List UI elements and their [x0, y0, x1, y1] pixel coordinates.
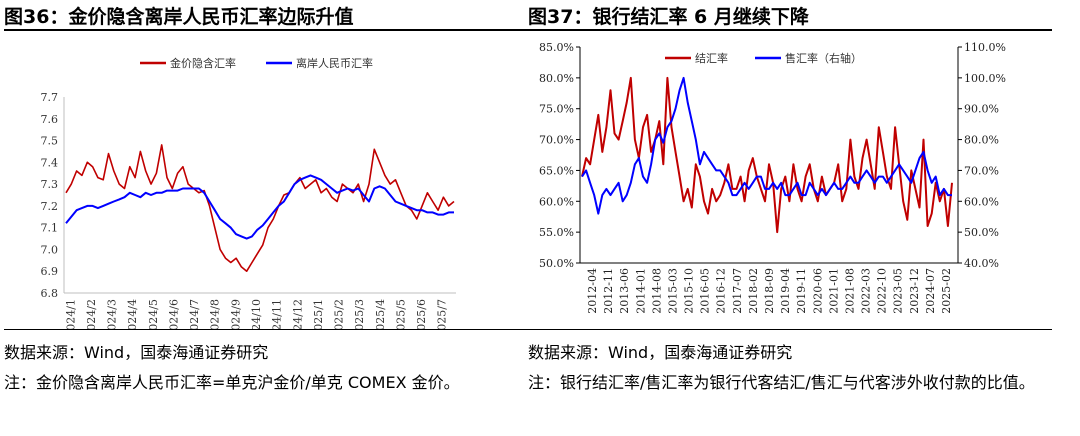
y-right-tick-label: 90.0%	[964, 103, 999, 116]
y-tick-label: 7.4	[41, 156, 59, 169]
y-tick-label: 7.6	[41, 113, 59, 126]
y-left-tick-label: 60.0%	[539, 195, 574, 208]
y-left-tick-label: 80.0%	[539, 72, 574, 85]
y-tick-label: 6.9	[41, 265, 59, 278]
x-tick-label: 2024/12	[291, 299, 304, 329]
x-tick-label: 2021-08	[843, 268, 856, 314]
x-tick-label: 2019-04	[779, 268, 792, 314]
x-tick-label: 2024/6	[167, 299, 180, 329]
y-right-tick-label: 100.0%	[964, 72, 1006, 85]
x-tick-label: 2013-06	[618, 268, 631, 314]
y-tick-label: 7.3	[41, 178, 59, 191]
bottom-rule	[4, 329, 528, 330]
y-left-tick-label: 65.0%	[539, 164, 574, 177]
x-tick-label: 2024/10	[250, 299, 263, 329]
x-tick-label: 2018-09	[763, 268, 776, 314]
bottom-rule	[528, 329, 1052, 330]
y-left-tick-label: 85.0%	[539, 41, 574, 54]
x-tick-label: 2025/7	[436, 299, 449, 329]
x-tick-label: 2024/7	[188, 299, 201, 329]
x-tick-label: 2019-11	[795, 268, 808, 314]
y-left-tick-label: 50.0%	[539, 257, 574, 270]
y-right-tick-label: 70.0%	[964, 164, 999, 177]
legend-label: 离岸人民币汇率	[296, 56, 373, 70]
x-tick-label: 2012-11	[602, 268, 615, 314]
x-tick-label: 2024/1	[64, 299, 77, 329]
x-tick-label: 2025-02	[940, 268, 953, 314]
y-right-tick-label: 110.0%	[964, 41, 1006, 54]
y-right-tick-label: 40.0%	[964, 257, 999, 270]
series-line	[65, 174, 454, 240]
y-tick-label: 7.2	[41, 200, 59, 213]
x-tick-label: 2017-07	[731, 268, 744, 314]
y-tick-label: 7.5	[41, 135, 59, 148]
y-right-tick-label: 60.0%	[964, 195, 999, 208]
x-tick-label: 2024/4	[126, 299, 139, 329]
x-tick-label: 2025/3	[353, 299, 366, 329]
figure-note: 注：银行结汇率/售汇率为银行代客结汇/售汇与代客涉外收付款的比值。	[528, 373, 1035, 392]
x-tick-label: 2014-01	[634, 268, 647, 314]
x-tick-label: 2024/8	[209, 299, 222, 329]
x-tick-label: 2024/11	[271, 299, 284, 329]
right-panel: 图37：银行结汇率 6 月继续下降 50.0% 55.0% 60.0% 65.0% 70…	[528, 0, 1052, 436]
x-tick-label: 2016-05	[699, 268, 712, 314]
x-tick-label: 2024/9	[229, 299, 242, 329]
series-line	[65, 144, 455, 272]
y-left-tick-label: 70.0%	[539, 134, 574, 147]
fx-settlement-ratio-chart: 50.0% 55.0% 60.0% 65.0% 70.0% 75.0% 80.0% 85.0%…	[539, 41, 1006, 314]
data-source: 数据来源：Wind，国泰海通证券研究	[528, 343, 793, 362]
x-tick-label: 2012-04	[586, 268, 599, 314]
legend-label: 结汇率	[695, 51, 728, 65]
x-tick-label: 2016-12	[715, 268, 728, 314]
data-source: 数据来源：Wind，国泰海通证券研究	[4, 343, 269, 362]
y-right-tick-label: 80.0%	[964, 134, 999, 147]
x-tick-label: 2020-06	[811, 268, 824, 314]
x-tick-label: 2018-02	[747, 268, 760, 314]
left-panel: 图36：金价隐含离岸人民币汇率边际升值 6.8 6.9 7.0 7.1 7.2 7.3 7.…	[4, 0, 528, 436]
x-tick-label: 2024-07	[924, 268, 937, 314]
x-tick-label: 2025/6	[415, 299, 428, 329]
y-tick-label: 6.8	[41, 287, 59, 300]
x-tick-label: 2025/1	[312, 299, 325, 329]
x-tick-label: 2025/2	[333, 299, 346, 329]
legend-label: 售汇率（右轴）	[785, 51, 862, 65]
title-rule	[4, 29, 528, 31]
x-tick-label: 2015-10	[683, 268, 696, 314]
x-tick-label: 2023-12	[908, 268, 921, 314]
y-tick-label: 7.0	[41, 243, 59, 256]
x-tick-label: 2024/3	[106, 299, 119, 329]
y-tick-label: 7.1	[41, 222, 59, 235]
figure-title: 图37：银行结汇率 6 月继续下降	[528, 6, 809, 28]
x-tick-label: 2023-05	[892, 268, 905, 314]
figure-title: 图36：金价隐含离岸人民币汇率边际升值	[4, 6, 354, 28]
y-tick-label: 7.7	[41, 91, 59, 104]
figure-note: 注：金价隐含离岸人民币汇率=单克沪金价/单克 COMEX 金价。	[4, 373, 460, 392]
x-tick-label: 2021-01	[827, 268, 840, 314]
x-tick-label: 2025/5	[394, 299, 407, 329]
x-tick-label: 2024/5	[147, 299, 160, 329]
gold-implied-cny-chart: 6.8 6.9 7.0 7.1 7.2 7.3 7.4 7.5 7.6 7.7 2024/1 2024…	[41, 56, 456, 329]
x-tick-label: 2025/4	[374, 299, 387, 329]
x-tick-label: 2022-03	[860, 268, 873, 314]
y-left-tick-label: 55.0%	[539, 226, 574, 239]
y-left-tick-label: 75.0%	[539, 103, 574, 116]
legend-label: 金价隐含汇率	[170, 56, 236, 70]
x-tick-label: 2015-03	[666, 268, 679, 314]
series-line	[581, 76, 953, 234]
y-right-tick-label: 50.0%	[964, 226, 999, 239]
x-tick-label: 2014-08	[650, 268, 663, 314]
x-tick-label: 2022-10	[876, 268, 889, 314]
title-rule	[528, 29, 1052, 31]
x-tick-label: 2024/2	[85, 299, 98, 329]
series-line	[581, 76, 952, 215]
